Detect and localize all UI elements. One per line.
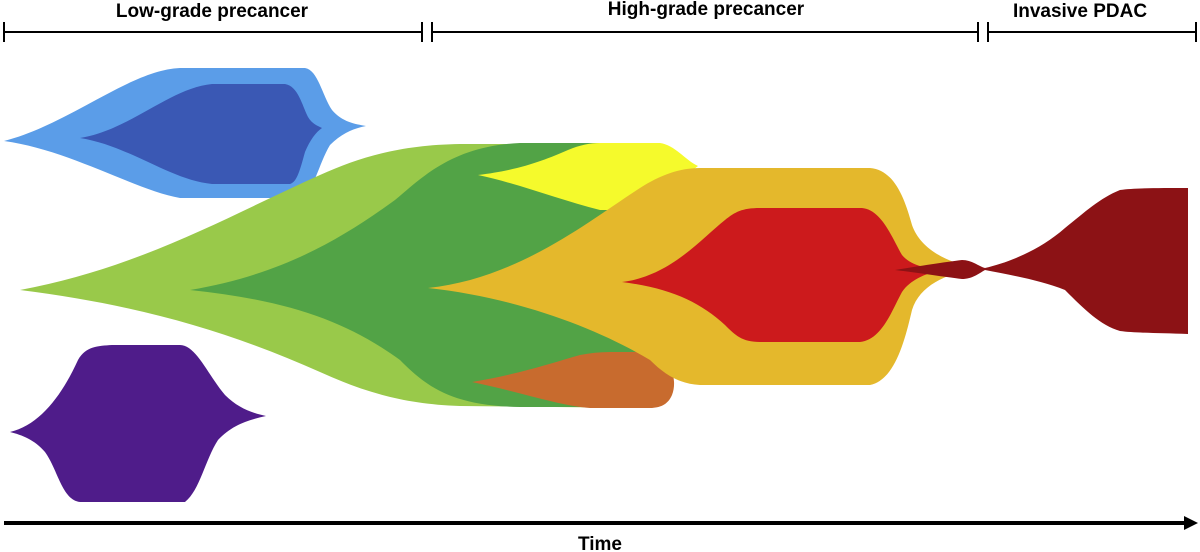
clone-dark-green [190,143,650,407]
clone-red [622,208,940,342]
stage-label-invasive: Invasive PDAC [1013,1,1147,22]
time-axis-arrowhead [1184,516,1198,530]
stage-bracket-high-grade [431,22,979,42]
stage-bracket-low-grade [3,22,423,42]
stage-label-high-grade: High-grade precancer [608,0,805,20]
clone-orange-brown [472,352,675,408]
clone-dark-red-pdac [895,188,1188,334]
stage-bracket-invasive [987,22,1197,42]
time-axis-label: Time [578,534,622,552]
stage-label-low-grade: Low-grade precancer [116,1,309,22]
low-grade-clone-dark-blue [80,84,322,184]
low-grade-clone-purple [10,345,266,502]
